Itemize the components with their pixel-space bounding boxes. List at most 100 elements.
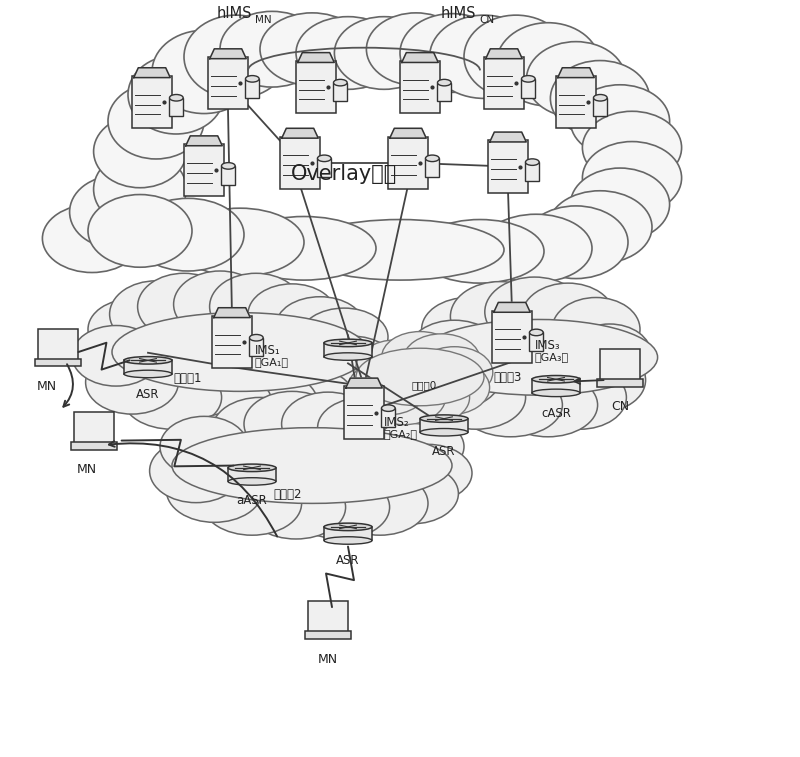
Ellipse shape [212, 397, 308, 463]
Ellipse shape [160, 416, 248, 477]
Ellipse shape [112, 313, 368, 391]
Ellipse shape [108, 83, 204, 159]
Ellipse shape [124, 357, 172, 364]
Ellipse shape [386, 370, 470, 425]
Text: 管理块3: 管理块3 [494, 371, 522, 384]
Ellipse shape [94, 115, 186, 188]
FancyBboxPatch shape [484, 57, 524, 109]
Polygon shape [402, 53, 438, 63]
FancyBboxPatch shape [71, 442, 118, 450]
Text: 管理块1: 管理块1 [174, 372, 202, 385]
Text: MN: MN [76, 463, 97, 476]
Ellipse shape [210, 273, 302, 340]
FancyBboxPatch shape [222, 166, 235, 185]
Text: CN: CN [611, 400, 629, 413]
Text: aASR: aASR [237, 494, 267, 506]
Ellipse shape [128, 55, 224, 134]
Ellipse shape [176, 208, 304, 276]
Ellipse shape [430, 15, 538, 98]
Ellipse shape [172, 428, 452, 503]
Ellipse shape [403, 334, 480, 385]
Ellipse shape [530, 329, 543, 335]
Ellipse shape [88, 299, 176, 360]
Ellipse shape [420, 428, 468, 436]
Ellipse shape [42, 204, 142, 273]
Ellipse shape [308, 336, 396, 394]
Text: 管理块0: 管理块0 [411, 380, 437, 390]
Ellipse shape [262, 368, 354, 428]
FancyBboxPatch shape [388, 136, 428, 188]
Ellipse shape [88, 195, 192, 267]
Ellipse shape [86, 350, 178, 414]
Ellipse shape [300, 308, 388, 366]
Ellipse shape [408, 345, 501, 409]
FancyBboxPatch shape [124, 360, 172, 374]
Ellipse shape [70, 176, 162, 248]
Polygon shape [490, 132, 526, 142]
Ellipse shape [416, 220, 544, 283]
Ellipse shape [324, 537, 372, 544]
Ellipse shape [202, 472, 302, 535]
Ellipse shape [348, 360, 428, 415]
Text: （GA₁）: （GA₁） [254, 357, 288, 367]
Ellipse shape [296, 220, 504, 280]
FancyBboxPatch shape [324, 527, 372, 540]
FancyBboxPatch shape [34, 359, 81, 366]
Ellipse shape [132, 198, 244, 271]
Ellipse shape [382, 332, 458, 383]
Text: MN: MN [36, 380, 57, 393]
FancyBboxPatch shape [38, 329, 78, 360]
Ellipse shape [166, 459, 262, 522]
Ellipse shape [418, 319, 658, 395]
Ellipse shape [228, 464, 276, 472]
Ellipse shape [174, 271, 266, 338]
Ellipse shape [362, 370, 446, 425]
Text: ASR: ASR [336, 554, 360, 567]
Ellipse shape [522, 283, 614, 350]
Polygon shape [494, 302, 530, 312]
Ellipse shape [485, 277, 584, 347]
Ellipse shape [532, 375, 580, 383]
Ellipse shape [582, 111, 682, 184]
Ellipse shape [366, 463, 458, 524]
Text: hIMS: hIMS [441, 6, 476, 21]
FancyBboxPatch shape [208, 57, 248, 109]
Text: 管理块2: 管理块2 [274, 488, 302, 501]
Ellipse shape [248, 284, 336, 344]
Ellipse shape [324, 353, 372, 360]
Ellipse shape [356, 340, 436, 394]
Ellipse shape [438, 79, 451, 86]
Ellipse shape [450, 282, 550, 351]
Ellipse shape [150, 439, 242, 503]
Ellipse shape [232, 217, 376, 280]
Ellipse shape [410, 360, 490, 415]
Ellipse shape [458, 373, 562, 437]
FancyBboxPatch shape [488, 141, 528, 192]
Ellipse shape [464, 15, 568, 98]
Ellipse shape [220, 11, 324, 87]
Ellipse shape [318, 397, 410, 458]
Polygon shape [486, 48, 522, 59]
Ellipse shape [416, 347, 493, 398]
Ellipse shape [246, 76, 259, 82]
Text: ASR: ASR [136, 388, 160, 400]
Ellipse shape [296, 17, 400, 89]
Ellipse shape [334, 79, 347, 86]
Ellipse shape [480, 214, 592, 282]
FancyBboxPatch shape [600, 349, 640, 381]
Ellipse shape [138, 273, 230, 340]
Ellipse shape [522, 76, 535, 82]
FancyBboxPatch shape [382, 408, 395, 427]
Text: （GA₂）: （GA₂） [384, 429, 418, 439]
FancyBboxPatch shape [184, 144, 224, 197]
Polygon shape [282, 128, 318, 138]
Ellipse shape [222, 163, 235, 169]
FancyBboxPatch shape [308, 601, 348, 633]
Ellipse shape [376, 418, 464, 475]
FancyBboxPatch shape [296, 61, 336, 113]
FancyBboxPatch shape [250, 338, 263, 357]
Ellipse shape [426, 155, 439, 161]
Ellipse shape [524, 206, 628, 279]
FancyBboxPatch shape [212, 316, 252, 368]
Polygon shape [390, 128, 426, 138]
